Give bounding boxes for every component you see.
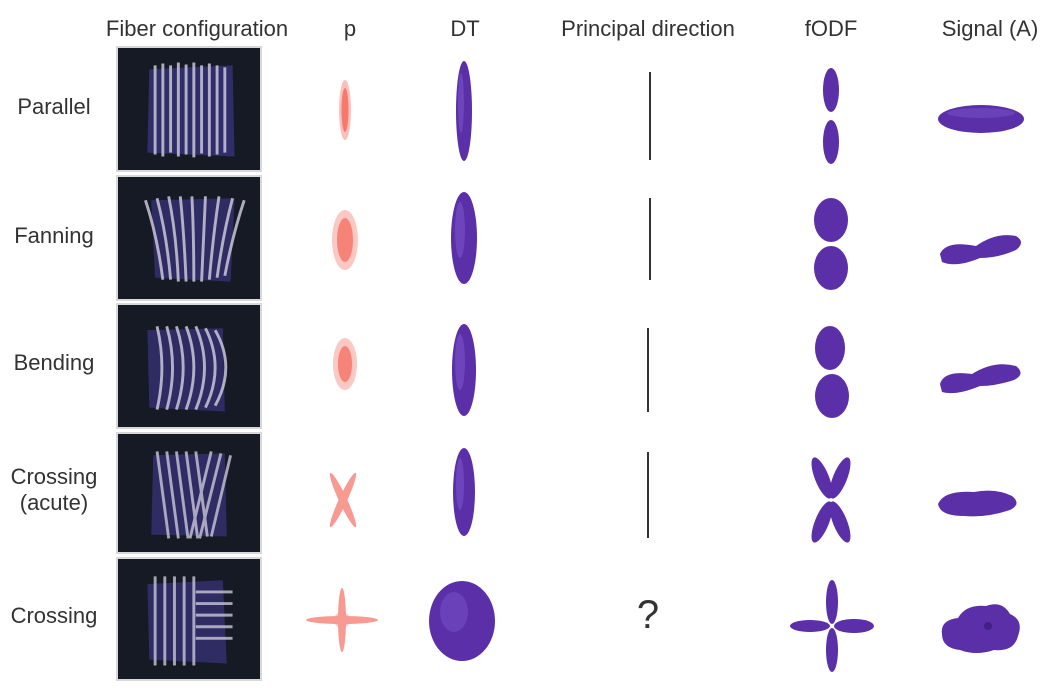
principal-direction-line-bending [647,328,649,412]
row-label-line: Crossing [10,464,98,489]
row-label-crossing: Crossing [0,603,108,629]
row-label-crossing-acute: Crossing (acute) [0,464,108,516]
principal-direction-line-crossing-acute [647,452,649,538]
dt-ellipsoid-crossing [429,581,495,661]
signal-glyph-fanning [940,235,1021,265]
fiber-panel-fanning [116,175,262,301]
signal-glyph-bending [940,364,1021,394]
row-label-line: Parallel [17,94,91,119]
signal-glyph-crossing [941,604,1020,653]
fodf-glyph-bending [815,326,849,418]
signal-glyph-parallel [938,105,1024,133]
p-glyph-parallel [339,80,351,140]
p-glyph-crossing [306,588,378,652]
fiber-panel-crossing [116,557,262,681]
fiber-panel-parallel [116,46,262,172]
principal-direction-line-parallel [649,72,651,160]
fodf-glyph-crossing-acute [811,457,851,543]
header-signal: Signal (A) [941,16,1039,41]
fiber-panel-crossing-acute [116,432,262,554]
dt-ellipsoid-crossing-acute [453,448,475,536]
principal-direction-line-fanning [649,198,651,280]
fodf-glyph-fanning [814,198,848,290]
row-label-line: (acute) [19,490,89,515]
header-fiber-configuration: Fiber configuration [105,16,289,41]
row-label-line: Bending [13,350,95,375]
principal-direction-unknown: ? [636,593,660,637]
row-label-fanning: Fanning [0,223,108,249]
dt-ellipsoid-fanning [451,192,477,284]
header-dt: DT [450,16,480,41]
fodf-glyph-parallel [823,68,839,164]
fodf-glyph-crossing [790,580,874,672]
header-fodf: fODF [804,16,858,41]
row-label-line: Fanning [14,223,94,248]
p-glyph-crossing-acute [329,472,357,528]
row-label-bending: Bending [0,350,108,376]
dt-ellipsoid-parallel [456,61,472,161]
p-glyph-fanning [332,210,358,270]
header-p: p [343,16,357,41]
dt-ellipsoid-bending [452,324,476,416]
p-glyph-bending [333,338,357,390]
signal-glyph-crossing-acute [938,490,1017,517]
row-label-parallel: Parallel [0,94,108,120]
fiber-panel-bending [116,303,262,429]
header-principal-direction: Principal direction [561,16,735,41]
row-label-line: Crossing [10,603,98,628]
